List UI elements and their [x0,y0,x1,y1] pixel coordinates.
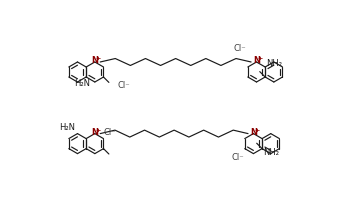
Text: N: N [253,56,260,65]
Text: Cl⁻: Cl⁻ [233,44,246,53]
Text: H₂N: H₂N [59,123,75,132]
Text: Cl⁻: Cl⁻ [117,81,130,90]
Text: N: N [250,128,257,137]
Text: +: + [95,56,101,61]
Text: NH₂: NH₂ [267,59,282,68]
Text: +: + [254,128,259,133]
Text: H₂N: H₂N [74,79,90,88]
Text: Cl⁻: Cl⁻ [232,153,244,162]
Text: NH₂: NH₂ [263,148,279,157]
Text: +: + [95,128,101,133]
Text: +: + [257,56,262,61]
Text: Cl⁻: Cl⁻ [104,127,117,137]
Text: N: N [91,128,98,137]
Text: N: N [91,56,98,65]
